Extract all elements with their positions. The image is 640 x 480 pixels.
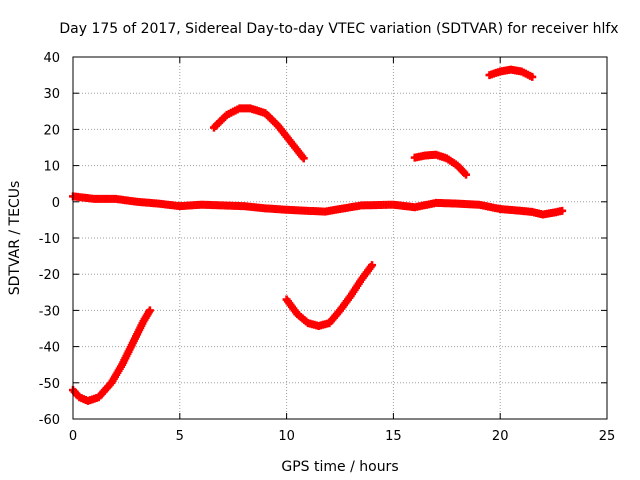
series-arc-5 [485, 65, 537, 81]
grid-lines [73, 57, 607, 419]
x-tick-label: 20 [492, 429, 509, 444]
y-axis-label: SDTVAR / TECUs [7, 181, 23, 296]
x-tick-label: 5 [176, 429, 184, 444]
y-tick-label: 10 [43, 160, 60, 175]
data-point [145, 306, 154, 315]
chart-title: Day 175 of 2017, Sidereal Day-to-day VTE… [59, 21, 618, 37]
x-tick-label: 0 [69, 429, 77, 444]
series-arc-2 [209, 104, 308, 163]
data-point [528, 72, 537, 81]
y-tick-label: -10 [39, 232, 60, 247]
y-tick-label: -50 [39, 377, 60, 392]
series-arc-1 [69, 306, 154, 405]
data-series [69, 65, 567, 405]
x-tick-label: 10 [278, 429, 295, 444]
data-point [462, 170, 471, 179]
y-tick-label: -60 [39, 413, 60, 428]
x-tick-label: 15 [385, 429, 402, 444]
y-tick-label: 40 [43, 51, 60, 66]
data-point [558, 206, 567, 215]
data-point [368, 261, 377, 270]
y-tick-label: -40 [39, 341, 60, 356]
series-arc-4 [410, 150, 471, 179]
series-main-trace [69, 192, 567, 219]
x-tick-label: 25 [599, 429, 616, 444]
y-tick-label: -30 [39, 304, 60, 319]
y-tick-label: 20 [43, 123, 60, 138]
axis-ticks: 0 5 10 15 20 25 40 30 20 10 0 -10 -20 -30 -40 -50 -60 [39, 51, 616, 444]
y-tick-label: 30 [43, 87, 60, 102]
data-point [299, 154, 308, 163]
x-axis-label: GPS time / hours [281, 459, 398, 475]
y-tick-label: 0 [52, 196, 60, 211]
y-tick-label: -20 [39, 268, 60, 283]
series-arc-3 [282, 261, 377, 330]
